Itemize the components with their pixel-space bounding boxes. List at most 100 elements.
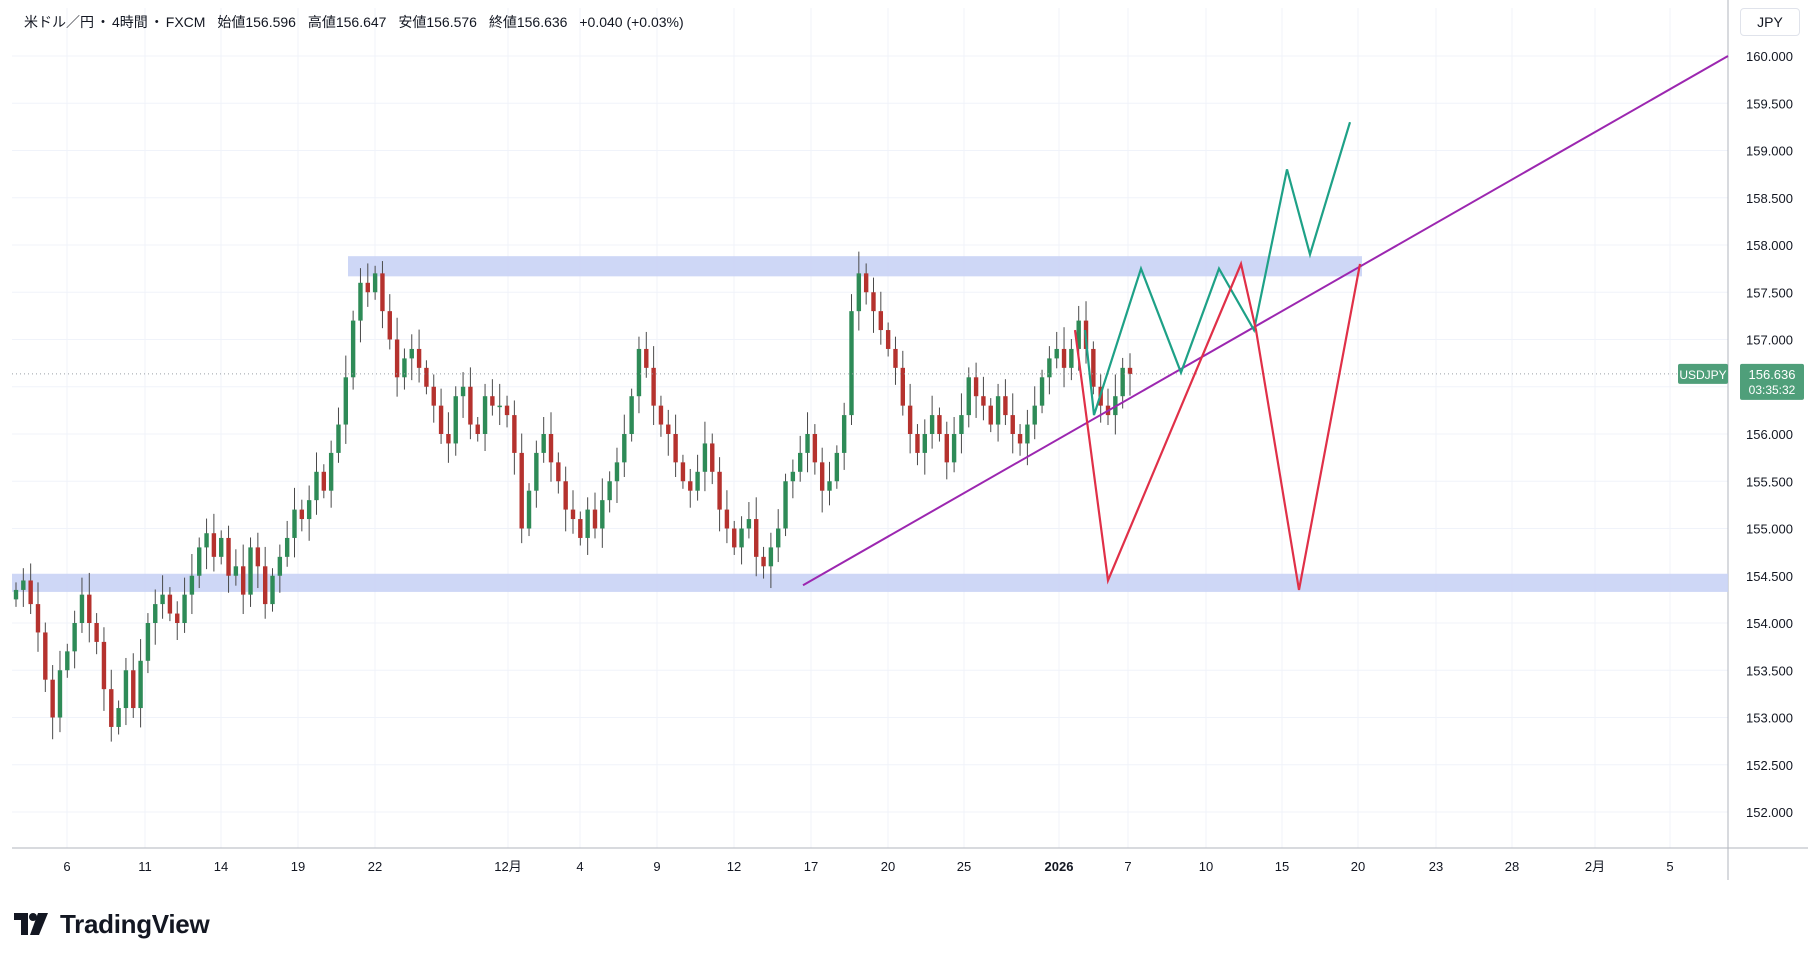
candle-body: [651, 367, 656, 406]
candle-body: [350, 320, 356, 378]
candle-body: [306, 500, 312, 520]
low-label: 安値: [398, 14, 427, 30]
candle-body: [541, 434, 546, 453]
candle-body: [109, 689, 114, 727]
candle-body: [1127, 367, 1133, 374]
y-tick-label: 155.500: [1746, 474, 1793, 489]
low-value: 156.576: [426, 14, 477, 30]
candle-body: [57, 670, 63, 718]
candle-body: [284, 537, 290, 557]
candle-body: [28, 580, 33, 605]
candle-body: [988, 405, 993, 425]
x-tick-label: 20: [881, 859, 895, 874]
candle-body: [995, 396, 1001, 425]
candle-body: [387, 311, 392, 340]
candle-body: [1069, 348, 1074, 368]
candle-body: [79, 594, 85, 623]
y-tick-label: 155.000: [1746, 522, 1793, 537]
legend-high: 高値156.647: [308, 14, 387, 30]
candle-body: [526, 490, 532, 529]
candle-body: [1120, 367, 1125, 397]
candle-body: [534, 452, 539, 491]
candle-body: [834, 452, 840, 482]
candle-body: [43, 632, 48, 680]
candle-body: [556, 462, 561, 482]
candle-body: [504, 405, 510, 416]
candle-body: [629, 396, 634, 434]
candle-body: [959, 415, 964, 434]
x-tick-label: 2月: [1585, 859, 1605, 874]
candle-body: [497, 405, 502, 408]
high-label: 高値: [307, 14, 336, 30]
y-tick-label: 152.500: [1746, 758, 1793, 773]
y-tick-label: 153.000: [1746, 711, 1793, 726]
candle-body: [50, 679, 55, 718]
candle-body: [167, 594, 173, 614]
x-tick-label: 6: [63, 859, 70, 874]
candle-body: [1039, 377, 1045, 406]
bull-scenario-path: [1083, 121, 1352, 416]
candle-body: [292, 509, 297, 538]
candle-body: [548, 434, 554, 463]
price-chart[interactable]: 152.000 152.500 153.000 153.500 154.000 154.5…: [0, 0, 1814, 895]
chart-area[interactable]: 152.000 152.500 153.000 153.500 154.000 154.5…: [0, 0, 1814, 895]
candle-body: [475, 424, 480, 434]
candle-body: [592, 509, 598, 529]
candle-body: [951, 434, 957, 463]
x-tick-label: 25: [957, 859, 971, 874]
candle-body: [299, 509, 305, 520]
candle-body: [189, 575, 195, 595]
candle-body: [512, 415, 517, 453]
candle-body: [101, 641, 107, 690]
candle-body: [1017, 434, 1023, 444]
candle-body: [871, 292, 876, 312]
candle-body: [849, 311, 854, 416]
candle-body: [416, 348, 422, 368]
candle-body: [966, 377, 971, 416]
candle-body: [768, 547, 774, 567]
candle-body: [226, 537, 231, 576]
candle-body: [900, 367, 906, 406]
candle-body: [358, 282, 363, 321]
y-tick-label: 157.500: [1746, 285, 1793, 300]
y-tick-label: 158.000: [1746, 238, 1793, 253]
candle-body: [636, 348, 642, 397]
candle-body: [453, 396, 458, 444]
candle-body: [688, 481, 693, 491]
candle-body: [277, 556, 283, 576]
candle-body: [519, 452, 524, 529]
currency-button[interactable]: JPY: [1740, 8, 1800, 36]
candle-body: [944, 434, 949, 463]
candle-body: [600, 500, 605, 529]
y-tick-label: 154.500: [1746, 569, 1793, 584]
brand-name: TradingView: [60, 908, 210, 939]
legend-pair[interactable]: 米ドル／円・ 4時間・ FXCM: [24, 14, 205, 30]
legend-source: FXCM: [165, 14, 206, 30]
candle-body: [1010, 415, 1015, 434]
candle-body: [380, 273, 385, 312]
open-label: 始値: [217, 14, 246, 30]
candle-body: [123, 670, 129, 709]
tradingview-logo-icon: [14, 913, 48, 935]
candle-body: [585, 509, 590, 538]
y-tick-label: 160.000: [1746, 49, 1793, 64]
x-tick-label: 12: [727, 859, 741, 874]
candle-body: [666, 424, 671, 434]
y-tick-label: 156.000: [1746, 427, 1793, 442]
brand-footer[interactable]: TradingView: [14, 906, 210, 942]
candle-body: [35, 604, 41, 633]
candle-body: [365, 282, 370, 293]
x-tick-label: 17: [804, 859, 818, 874]
y-tick-label: 159.500: [1746, 96, 1793, 111]
y-tick-label: 154.000: [1746, 616, 1793, 631]
candle-body: [1054, 348, 1059, 359]
trendline: [802, 55, 1729, 587]
last-price-value: 156.636: [1749, 367, 1796, 382]
resistance-zone: [348, 256, 1362, 277]
x-tick-label: 11: [138, 859, 152, 874]
x-tick-label: 19: [291, 859, 305, 874]
candle-body: [563, 481, 568, 510]
candle-body: [644, 348, 649, 368]
candle-body: [402, 358, 407, 378]
candle-body: [607, 481, 612, 501]
